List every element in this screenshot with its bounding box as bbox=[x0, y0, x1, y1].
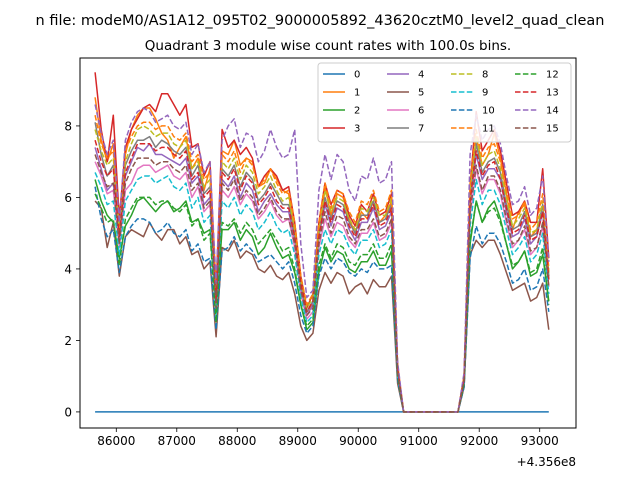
series-line-13 bbox=[94, 139, 550, 413]
figure-suptitle: n file: modeM0/AS1A12_095T02_9000005892_… bbox=[36, 13, 605, 29]
legend-label: 11 bbox=[482, 124, 495, 135]
legend-label: 6 bbox=[418, 106, 424, 117]
series-line-8 bbox=[94, 125, 550, 413]
x-axis: 86000 87000 88000 89000 90000 91000 92000 93000 bbox=[97, 428, 559, 448]
legend-label: 2 bbox=[354, 106, 360, 117]
x-tick-label: 93000 bbox=[521, 434, 559, 448]
legend-label: 5 bbox=[418, 88, 424, 99]
x-tick-label: 92000 bbox=[460, 434, 498, 448]
legend-label: 13 bbox=[546, 88, 559, 99]
y-tick-label: 0 bbox=[64, 405, 72, 419]
x-tick-label: 86000 bbox=[97, 434, 135, 448]
series-line-14 bbox=[94, 104, 550, 413]
x-tick-label: 91000 bbox=[400, 434, 438, 448]
legend-label: 9 bbox=[482, 88, 488, 99]
y-tick-label: 2 bbox=[64, 334, 72, 348]
series-line-15 bbox=[94, 154, 550, 413]
legend-box bbox=[317, 62, 572, 143]
series-line-5 bbox=[94, 200, 550, 413]
legend-label: 12 bbox=[546, 70, 559, 81]
series-layer bbox=[94, 72, 550, 413]
y-tick-label: 6 bbox=[64, 191, 72, 205]
legend-label: 15 bbox=[546, 124, 559, 135]
series-line-11 bbox=[94, 115, 550, 413]
legend-label: 1 bbox=[354, 88, 360, 99]
legend-label: 10 bbox=[482, 106, 495, 117]
x-tick-label: 87000 bbox=[158, 434, 196, 448]
x-tick-label: 89000 bbox=[279, 434, 317, 448]
x-tick-label: 90000 bbox=[339, 434, 377, 448]
series-line-10 bbox=[94, 186, 550, 413]
y-tick-label: 8 bbox=[64, 119, 72, 133]
legend-label: 8 bbox=[482, 70, 488, 81]
y-tick-label: 4 bbox=[64, 262, 72, 276]
chart-title: Quadrant 3 module wise count rates with … bbox=[145, 38, 511, 54]
legend-label: 0 bbox=[354, 70, 360, 81]
legend-label: 3 bbox=[354, 124, 360, 135]
legend-label: 4 bbox=[418, 70, 424, 81]
legend-label: 14 bbox=[546, 106, 559, 117]
plot-area: 86000 87000 88000 89000 90000 91000 92000 93000… bbox=[64, 57, 577, 469]
y-axis: 0 2 4 6 8 bbox=[64, 119, 80, 419]
plot-frame bbox=[79, 57, 577, 429]
legend-label: 7 bbox=[418, 124, 424, 135]
series-line-12 bbox=[94, 193, 550, 413]
series-line-9 bbox=[94, 172, 550, 413]
x-offset-label: +4.356e8 bbox=[517, 455, 576, 469]
x-tick-label: 88000 bbox=[218, 434, 256, 448]
